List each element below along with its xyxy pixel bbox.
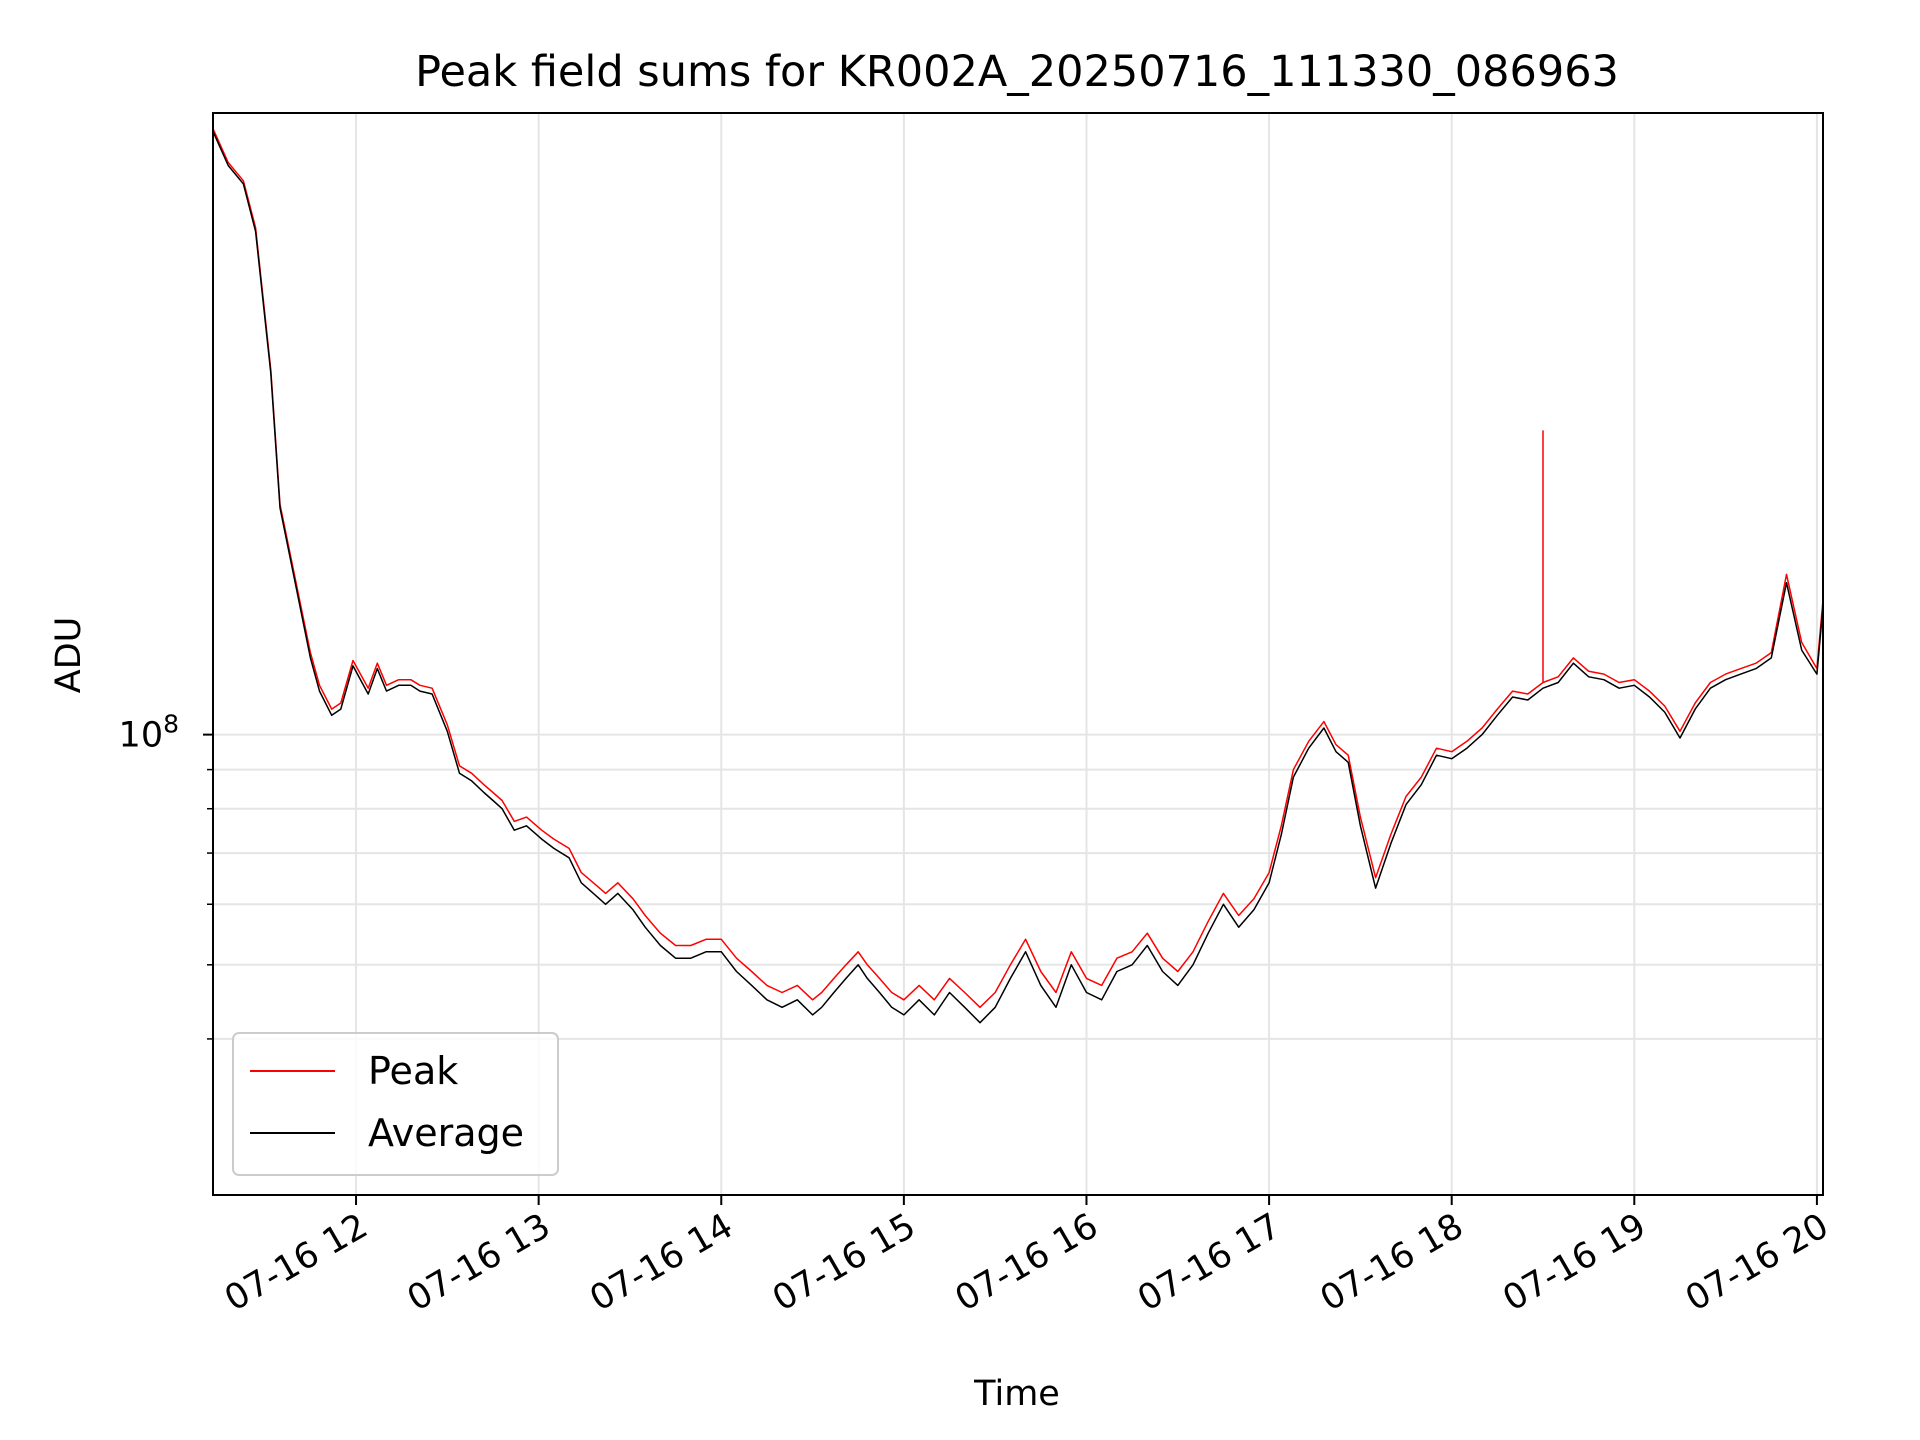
legend-label-average: Average: [368, 1111, 524, 1155]
legend-box: [232, 1032, 559, 1176]
series-line-peak: [212, 128, 1824, 1009]
legend-label-peak: Peak: [368, 1049, 458, 1093]
plot-frame: [212, 112, 1824, 1196]
chart-title: Peak field sums for KR002A_20250716_1113…: [415, 47, 1619, 97]
x-axis-label: Time: [973, 1374, 1060, 1414]
series-line-average: [212, 131, 1824, 1024]
y-axis-label: ADU: [49, 617, 89, 694]
legend: Peak Average: [232, 1032, 559, 1176]
series-layer: [212, 128, 1824, 1024]
grid-lines: [213, 113, 1823, 1195]
